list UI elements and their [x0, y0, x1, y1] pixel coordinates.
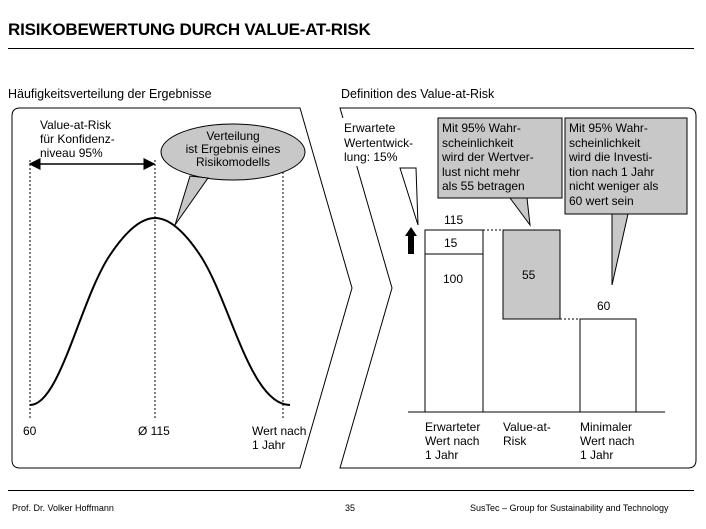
- category-value-at-risk: Value-at- Risk: [503, 420, 551, 448]
- callout-1-text: Erwartete Wertentwick- lung: 15%: [344, 121, 414, 164]
- callout-box-2: [437, 117, 563, 199]
- callout-3-tail: [611, 213, 629, 286]
- bar-label-100: 100: [443, 272, 464, 286]
- growth-arrow: [405, 227, 417, 254]
- distribution-curve: [29, 216, 291, 406]
- bar-value-at-risk: [502, 229, 561, 320]
- speech-bubble-tail: [174, 175, 209, 226]
- footer-author: Prof. Dr. Volker Hoffmann: [12, 503, 114, 513]
- callout-3-text: Mit 95% Wahr- scheinlichkeit wird die In…: [569, 121, 659, 208]
- left-panel-heading: Häufigkeitsverteilung der Ergebnisse: [8, 87, 212, 101]
- var-label: Value-at-Risk für Konfidenz- niveau 95%: [40, 118, 115, 160]
- left-panel-frame: [11, 107, 353, 469]
- callout-box-1: [340, 118, 438, 166]
- speech-bubble: [160, 123, 306, 181]
- bar-label-15: 15: [444, 236, 458, 250]
- title-rule: [8, 48, 694, 49]
- speech-bubble-text: Verteilung ist Ergebnis eines Risikomode…: [185, 129, 281, 169]
- callout-box-3: [564, 117, 688, 215]
- axis-label-value-after-year: Wert nach 1 Jahr: [252, 424, 307, 452]
- category-expected-value: Erwarteter Wert nach 1 Jahr: [425, 420, 481, 462]
- footer-rule: [8, 490, 694, 491]
- callout-2-text: Mit 95% Wahr- scheinlichkeit wird der We…: [442, 121, 534, 193]
- right-panel-heading: Definition des Value-at-Risk: [341, 87, 495, 101]
- bar-label-60: 60: [597, 299, 611, 313]
- bar-minimum-value: [579, 318, 637, 413]
- bar-label-55: 55: [522, 268, 536, 282]
- right-panel-frame: [339, 107, 697, 469]
- footer-page-number: 35: [345, 503, 356, 513]
- callout-2-tail: [509, 197, 531, 227]
- category-minimum-value: Minimaler Wert nach 1 Jahr: [580, 420, 635, 462]
- bar-expected-value: [424, 229, 484, 413]
- axis-label-60: 60: [23, 424, 37, 438]
- page-title: RISIKOBEWERTUNG DURCH VALUE-AT-RISK: [8, 20, 371, 39]
- axis-label-mean: Ø 115: [138, 424, 170, 438]
- footer-organization: SusTec – Group for Sustainability and Te…: [470, 503, 669, 513]
- callout-1-tail: [399, 167, 419, 226]
- bar-label-115: 115: [444, 213, 464, 227]
